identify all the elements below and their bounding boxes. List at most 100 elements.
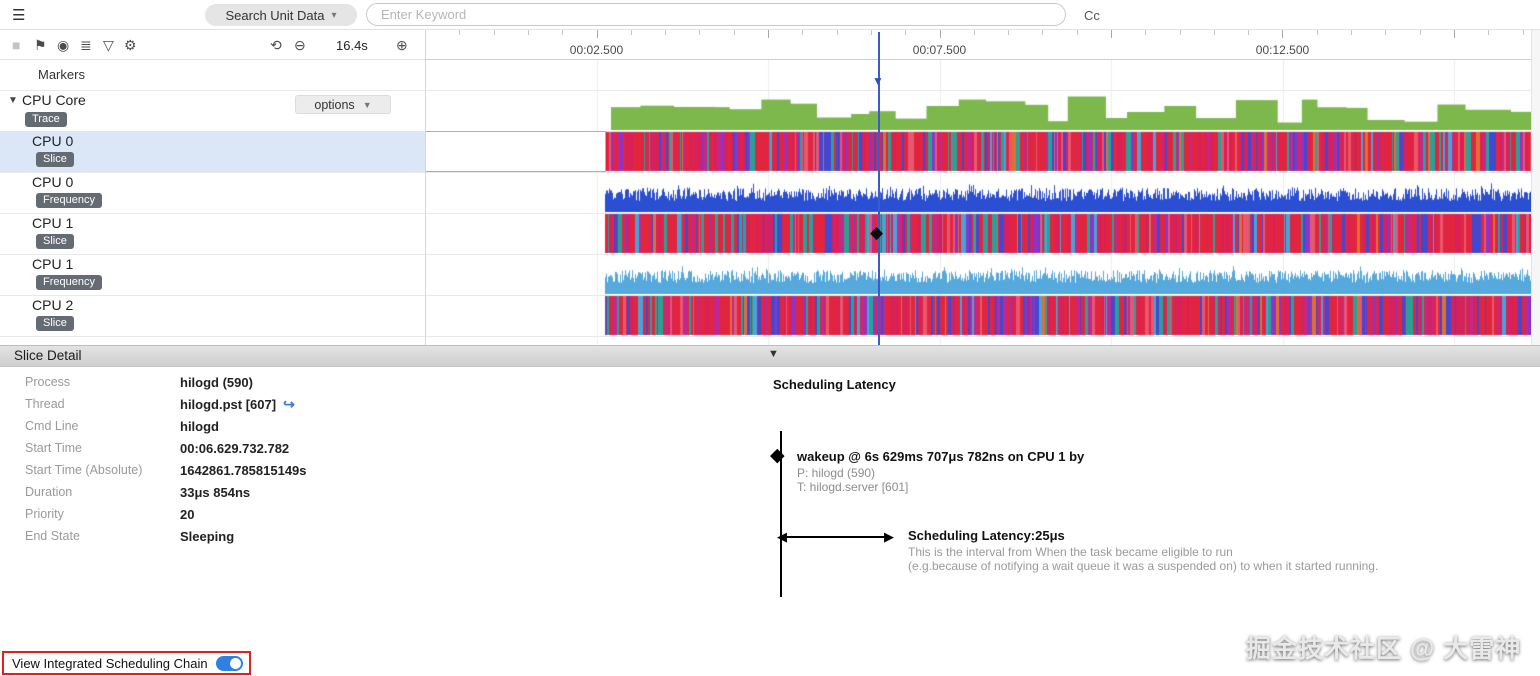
slice-badge: Slice [36,316,74,331]
track-title: CPU 2 [32,297,74,313]
timeline-tracks-canvas[interactable] [425,60,1540,345]
track-row-cpu1-slice[interactable]: CPU 1 Slice [0,213,425,254]
frequency-badge: Frequency [36,193,102,208]
latency-description-line2: (e.g.because of notifying a wait queue i… [908,559,1379,573]
field-label: Start Time [25,441,82,455]
ruler-tick [562,30,563,35]
topbar: ☰ Search Unit Data ▾ Cc [0,0,1540,30]
field-label: Cmd Line [25,419,79,433]
options-dropdown[interactable]: options ▼ [295,95,391,114]
scheduling-latency-title: Scheduling Latency [773,377,896,392]
jump-to-thread-icon[interactable]: ↪ [283,395,295,412]
collapse-triangle-icon[interactable]: ▼ [8,95,18,106]
search-unit-data-label: Search Unit Data [225,7,325,23]
ruler-tick [528,30,529,35]
ruler-tick [597,30,598,38]
latency-arrow-line [786,536,886,538]
watermark-text: 掘金技术社区 @ 大雷神 [1246,635,1522,663]
track-row-cpu0-slice[interactable]: CPU 0 Slice [0,131,425,172]
track-row-cpu0-frequency[interactable]: CPU 0 Frequency [0,172,425,213]
field-label: End State [25,529,80,543]
panel-divider[interactable] [425,30,426,345]
selected-track-region[interactable] [425,131,606,172]
field-value: hilogd (590) [180,374,253,390]
detail-field-process: Process hilogd (590) [25,371,307,393]
track-title: CPU 1 [32,256,74,272]
ruler-tick [1214,30,1215,35]
chevron-down-icon: ▾ [331,9,337,21]
ruler-tick [1317,30,1318,35]
detail-field-end-state: End State Sleeping [25,525,307,547]
ruler-tick [1042,30,1043,35]
keyword-search-input[interactable] [366,3,1066,26]
ruler-tick [1351,30,1352,35]
wakeup-diamond-icon: ◆ [770,445,785,466]
view-integrated-scheduling-chain-control[interactable]: View Integrated Scheduling Chain [2,651,251,675]
track-list-panel: Markers ▼ CPU Core Trace options ▼ CPU 0… [0,60,425,345]
selected-slice-diamond-icon: ◆ [870,223,884,242]
ruler-tick [871,30,872,35]
match-case-button[interactable]: Cc [1084,8,1100,23]
field-label: Priority [25,507,64,521]
arrow-right-icon: ▶ [884,529,894,544]
slice-detail-fields: Process hilogd (590) Thread hilogd.pst [… [25,371,307,547]
field-value: hilogd.pst [607] [180,396,277,412]
ruler-tick [734,30,735,35]
search-unit-data-dropdown[interactable]: Search Unit Data ▾ [205,4,357,26]
toolbar: ■ ⚑ ◉ ≣ ▽ ⚙ ⟲ ⊖ 16.4s ⊕ [0,30,425,60]
frequency-badge: Frequency [36,275,102,290]
latency-description-line1: This is the interval from When the task … [908,545,1233,559]
timeline-ruler[interactable]: 00:02.500 00:07.500 00:12.500 [425,30,1540,60]
field-value: 20 [180,506,195,522]
markers-row[interactable]: Markers [0,60,425,90]
field-value: 00:06.629.732.782 [180,440,290,456]
ruler-tick [1248,30,1249,35]
filter-icon[interactable]: ▽ [103,37,114,53]
ruler-tick [1420,30,1421,35]
ruler-tick-label: 00:02.500 [569,43,624,57]
field-value: 33μs 854ns [180,484,251,500]
toggle-label: View Integrated Scheduling Chain [12,655,208,671]
ruler-tick [1180,30,1181,35]
field-label: Start Time (Absolute) [25,463,143,477]
gear-icon[interactable]: ⚙ [124,37,137,53]
cursor-arrow-icon: ▼ [872,74,884,88]
slice-detail-panel: Process hilogd (590) Thread hilogd.pst [… [0,367,1540,676]
ruler-tick [1523,30,1524,35]
target-icon[interactable]: ◉ [57,37,70,53]
zoom-out-icon[interactable]: ⊖ [294,37,306,53]
flag-icon[interactable]: ⚑ [34,37,47,53]
collapse-panel-icon[interactable]: ▼ [768,348,779,360]
scheduling-chain-toggle[interactable] [215,655,243,671]
field-label: Process [25,375,71,389]
zoom-in-icon[interactable]: ⊕ [396,37,408,53]
slice-badge: Slice [36,234,74,249]
trace-badge: Trace [25,112,67,127]
ruler-tick [974,30,975,35]
ruler-tick [1008,30,1009,35]
slice-detail-title: Slice Detail [14,348,82,363]
menu-icon[interactable]: ☰ [12,7,26,24]
track-row-cpu1-frequency[interactable]: CPU 1 Frequency [0,254,425,295]
ruler-tick [665,30,666,35]
timeline-cursor[interactable] [878,32,880,345]
stats-icon[interactable]: ≣ [80,37,92,53]
latency-timeline-line [780,431,782,597]
ruler-tick [802,30,803,35]
track-title: CPU 0 [32,133,74,149]
vertical-scrollbar[interactable] [1531,30,1540,345]
ruler-tick [459,30,460,35]
history-icon[interactable]: ⟲ [270,37,282,53]
total-duration-label: 16.4s [336,38,368,53]
toggle-knob [229,657,241,669]
ruler-tick [837,30,838,35]
ruler-tick [494,30,495,35]
group-title: CPU Core [22,92,86,108]
wakeup-text: wakeup @ 6s 629ms 707μs 782ns on CPU 1 b… [797,449,1085,464]
detail-field-priority: Priority 20 [25,503,307,525]
stop-icon[interactable]: ■ [12,37,21,53]
ruler-tick [940,30,941,38]
track-row-cpu2-slice[interactable]: CPU 2 Slice [0,295,425,336]
cpu-core-group-row[interactable]: ▼ CPU Core Trace options ▼ [0,90,425,131]
